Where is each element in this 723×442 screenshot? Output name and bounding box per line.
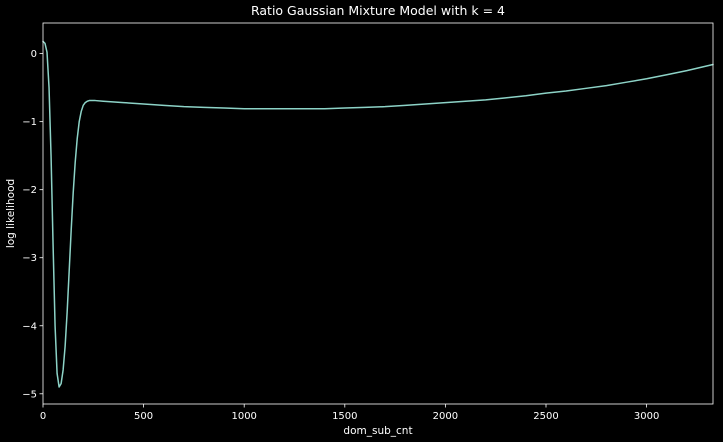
x-tick-label: 500 [134, 411, 153, 422]
series-line-0 [42, 40, 714, 388]
x-tick-label: 3000 [634, 411, 659, 422]
y-tick-label: −2 [22, 185, 37, 196]
chart-title: Ratio Gaussian Mixture Model with k = 4 [251, 3, 505, 18]
y-axis-label: log likelihood [5, 179, 17, 248]
y-tick-label: −5 [22, 389, 37, 400]
x-tick-label: 2000 [433, 411, 458, 422]
x-axis-label: dom_sub_cnt [343, 425, 412, 437]
x-axis-ticks: 0 500 1000 1500 2000 2500 3000 [40, 404, 659, 422]
x-tick-label: 1000 [231, 411, 256, 422]
axes [42, 22, 714, 405]
axes-frame [42, 22, 714, 405]
plot-area [42, 40, 714, 388]
y-tick-label: −4 [22, 321, 37, 332]
x-tick-label: 2500 [533, 411, 558, 422]
y-tick-label: −1 [22, 117, 37, 128]
y-tick-label: −3 [22, 253, 37, 264]
y-axis-ticks: 0 −1 −2 −3 −4 −5 [22, 49, 43, 400]
x-tick-label: 0 [40, 411, 46, 422]
y-tick-label: 0 [31, 49, 37, 60]
x-tick-label: 1500 [332, 411, 357, 422]
